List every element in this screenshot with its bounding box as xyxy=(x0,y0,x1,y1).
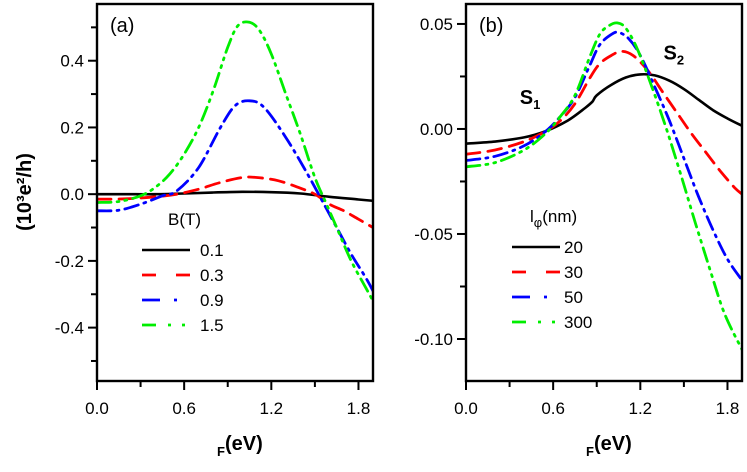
legend: B(T) 0.1 0.3 0.9 1.5 xyxy=(142,210,224,335)
y-tick-label: -0.05 xyxy=(414,225,453,244)
y-tick-label: -0.10 xyxy=(414,330,453,349)
panel-label: (a) xyxy=(110,15,134,37)
legend-title: B(T) xyxy=(168,210,201,229)
x-axis-title-main: (eV) xyxy=(225,433,263,455)
panel-b: 0.0 0.6 1.2 1.8 0.05 0.00 -0.05 -0.10 (b) F(eV) lφ… xyxy=(414,2,744,459)
legend-label-0.9: 0.9 xyxy=(200,291,224,310)
legend-label-20: 20 xyxy=(564,238,583,257)
legend-label-0.3: 0.3 xyxy=(200,266,224,285)
plot-frame xyxy=(95,2,375,383)
panel-label: (b) xyxy=(479,15,503,37)
x-tick-label: 0.0 xyxy=(85,399,109,418)
annotation-main: S xyxy=(664,43,677,65)
series-line-1.5 xyxy=(97,20,373,303)
series-line-0.9 xyxy=(97,99,373,293)
x-tick-label: 0.0 xyxy=(454,399,478,418)
legend-label-0.1: 0.1 xyxy=(200,241,224,260)
series-line-20 xyxy=(466,72,742,145)
plot-frame xyxy=(464,2,744,383)
series-group xyxy=(97,20,373,303)
y-tick-label: -0.2 xyxy=(55,252,84,271)
x-axis-title-sub: F xyxy=(217,444,225,459)
y-tick-label: 0.2 xyxy=(60,118,84,137)
annotation-sub: 2 xyxy=(677,53,684,68)
x-axis-title-sub: F xyxy=(586,444,594,459)
annotation-main: S xyxy=(520,87,533,109)
x-tick-label: 0.6 xyxy=(541,399,565,418)
legend-title-sub: φ xyxy=(534,215,542,230)
series-line-30 xyxy=(466,49,742,196)
x-axis-title: F(eV) xyxy=(586,433,632,459)
annotation-sub: 1 xyxy=(533,97,540,112)
y-tick-label: -0.4 xyxy=(55,319,84,338)
legend-title: lφ(nm) xyxy=(530,207,577,230)
y-axis-title: (10³e²/h) xyxy=(14,153,36,231)
legend-label-50: 50 xyxy=(564,288,583,307)
y-tick-label: 0.05 xyxy=(420,15,453,34)
y-tick-label: 0.4 xyxy=(60,52,84,71)
legend-label-300: 300 xyxy=(564,313,592,332)
legend-label-30: 30 xyxy=(564,263,583,282)
x-tick-label: 1.8 xyxy=(347,399,371,418)
y-tick-label: 0.0 xyxy=(60,185,84,204)
x-axis-title: F(eV) xyxy=(217,433,263,459)
legend-title-rest: (nm) xyxy=(542,207,577,226)
x-tick-label: 1.2 xyxy=(259,399,283,418)
legend-label-1.5: 1.5 xyxy=(200,316,224,335)
series-group xyxy=(466,21,742,351)
y-tick-label: 0.00 xyxy=(420,120,453,139)
x-tick-label: 1.2 xyxy=(628,399,652,418)
annotation-S1: S1 xyxy=(520,87,541,112)
legend-title-main: l xyxy=(530,207,534,226)
annotation-S2: S2 xyxy=(664,43,685,68)
x-tick-label: 0.6 xyxy=(172,399,196,418)
y-axis-title-group: (10³e²/h) xyxy=(14,153,36,231)
x-axis-title-main: (eV) xyxy=(594,433,632,455)
series-line-300 xyxy=(466,21,742,351)
legend: lφ(nm) 20 30 50 300 xyxy=(512,207,592,332)
panel-a: 0.0 0.6 1.2 1.8 0.4 0.2 0.0 -0.2 -0.4 (a) F(eV) B(T… xyxy=(55,2,375,459)
series-line-50 xyxy=(466,30,742,282)
x-tick-label: 1.8 xyxy=(716,399,740,418)
